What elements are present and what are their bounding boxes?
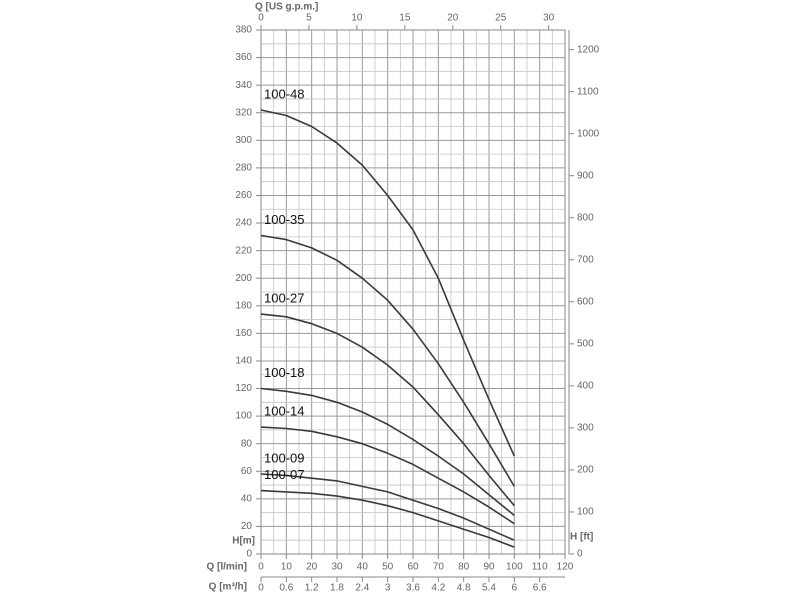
y-tick-label: 220 <box>235 245 252 256</box>
y-tick-label: 160 <box>235 328 252 339</box>
y-tick-label: 340 <box>235 80 252 91</box>
y-tick-label: 300 <box>235 135 252 146</box>
x3-tick-label: 0 <box>258 583 264 594</box>
x3-tick-label: 0.6 <box>279 583 293 594</box>
y2-tick-label: 200 <box>577 465 594 476</box>
y-tick-label: 280 <box>235 163 252 174</box>
x-tick-label: 100 <box>506 562 523 573</box>
series-label: 100-07 <box>264 467 304 482</box>
y2-axis-title: H [ft] <box>570 532 593 543</box>
y2-tick-label: 1200 <box>577 44 600 55</box>
x-tick-label: 80 <box>458 562 470 573</box>
y-tick-label: 40 <box>241 493 253 504</box>
y-tick-label: 140 <box>235 356 252 367</box>
y2-tick-label: 0 <box>577 549 583 560</box>
y2-tick-label: 300 <box>577 423 594 434</box>
series-label: 100-48 <box>264 86 304 101</box>
x2-tick-label: 10 <box>351 13 363 24</box>
x-tick-label: 40 <box>357 562 369 573</box>
series-label: 100-35 <box>264 212 304 227</box>
y-tick-label: 20 <box>241 521 253 532</box>
x-tick-label: 30 <box>331 562 343 573</box>
y-tick-label: 200 <box>235 273 252 284</box>
pump-curve <box>260 426 515 525</box>
x-tick-label: 90 <box>483 562 495 573</box>
x3-tick-label: 1.2 <box>305 583 319 594</box>
x3-tick-label: 6 <box>512 583 518 594</box>
y-tick-label: 260 <box>235 190 252 201</box>
y2-tick-label: 900 <box>577 170 594 181</box>
x-axis-title: Q [l/min] <box>206 562 247 573</box>
y-tick-label: 180 <box>235 300 252 311</box>
x2-tick-label: 15 <box>399 13 411 24</box>
x3-tick-label: 2.4 <box>355 583 369 594</box>
pump-curve <box>260 109 516 457</box>
pump-curve <box>260 473 515 541</box>
y-tick-label: 0 <box>246 549 252 560</box>
pump-curve <box>260 234 515 487</box>
x2-tick-label: 20 <box>447 13 459 24</box>
x3-tick-label: 4.8 <box>457 583 471 594</box>
x-tick-label: 20 <box>306 562 318 573</box>
x2-tick-label: 0 <box>258 13 264 24</box>
x-tick-label: 50 <box>382 562 394 573</box>
series-label: 100-09 <box>264 450 304 465</box>
x3-tick-label: 5.4 <box>482 583 496 594</box>
y-tick-label: 360 <box>235 52 252 63</box>
pump-curve <box>260 313 515 507</box>
series-label: 100-27 <box>264 291 304 306</box>
x2-tick-label: 5 <box>306 13 312 24</box>
y-tick-label: 80 <box>241 438 253 449</box>
pump-curve <box>260 387 515 517</box>
y2-tick-label: 700 <box>577 254 594 265</box>
y-tick-label: 240 <box>235 218 252 229</box>
x2-tick-label: 30 <box>543 13 555 24</box>
y-tick-label: 120 <box>235 383 252 394</box>
x3-tick-label: 1.8 <box>330 583 344 594</box>
y2-tick-label: 600 <box>577 296 594 307</box>
x3-axis-title: Q [m³/h] <box>209 582 247 593</box>
y2-tick-label: 1000 <box>577 128 600 139</box>
y-tick-label: 100 <box>235 411 252 422</box>
y-axis-title: H[m] <box>232 536 255 547</box>
x3-tick-label: 6.6 <box>533 583 547 594</box>
y-tick-label: 320 <box>235 107 252 118</box>
series-label: 100-14 <box>264 404 304 419</box>
series-label: 100-18 <box>264 365 304 380</box>
x-tick-label: 120 <box>557 562 574 573</box>
y2-tick-label: 100 <box>577 507 594 518</box>
y2-tick-label: 400 <box>577 381 594 392</box>
y-tick-label: 60 <box>241 466 253 477</box>
x3-tick-label: 3 <box>385 583 391 594</box>
x-tick-label: 70 <box>433 562 445 573</box>
x-tick-label: 0 <box>258 562 264 573</box>
y2-tick-label: 500 <box>577 338 594 349</box>
x3-tick-label: 3.6 <box>406 583 420 594</box>
x-tick-label: 10 <box>281 562 293 573</box>
x-tick-label: 110 <box>532 562 548 573</box>
x2-axis-title: Q [US g.p.m.] <box>255 2 318 13</box>
x2-tick-label: 25 <box>495 13 507 24</box>
y2-tick-label: 1100 <box>577 86 599 97</box>
x-tick-label: 60 <box>407 562 419 573</box>
y2-tick-label: 800 <box>577 212 594 223</box>
y-tick-label: 380 <box>235 25 252 36</box>
x3-tick-label: 4.2 <box>431 583 445 594</box>
pump-curve <box>260 489 515 548</box>
